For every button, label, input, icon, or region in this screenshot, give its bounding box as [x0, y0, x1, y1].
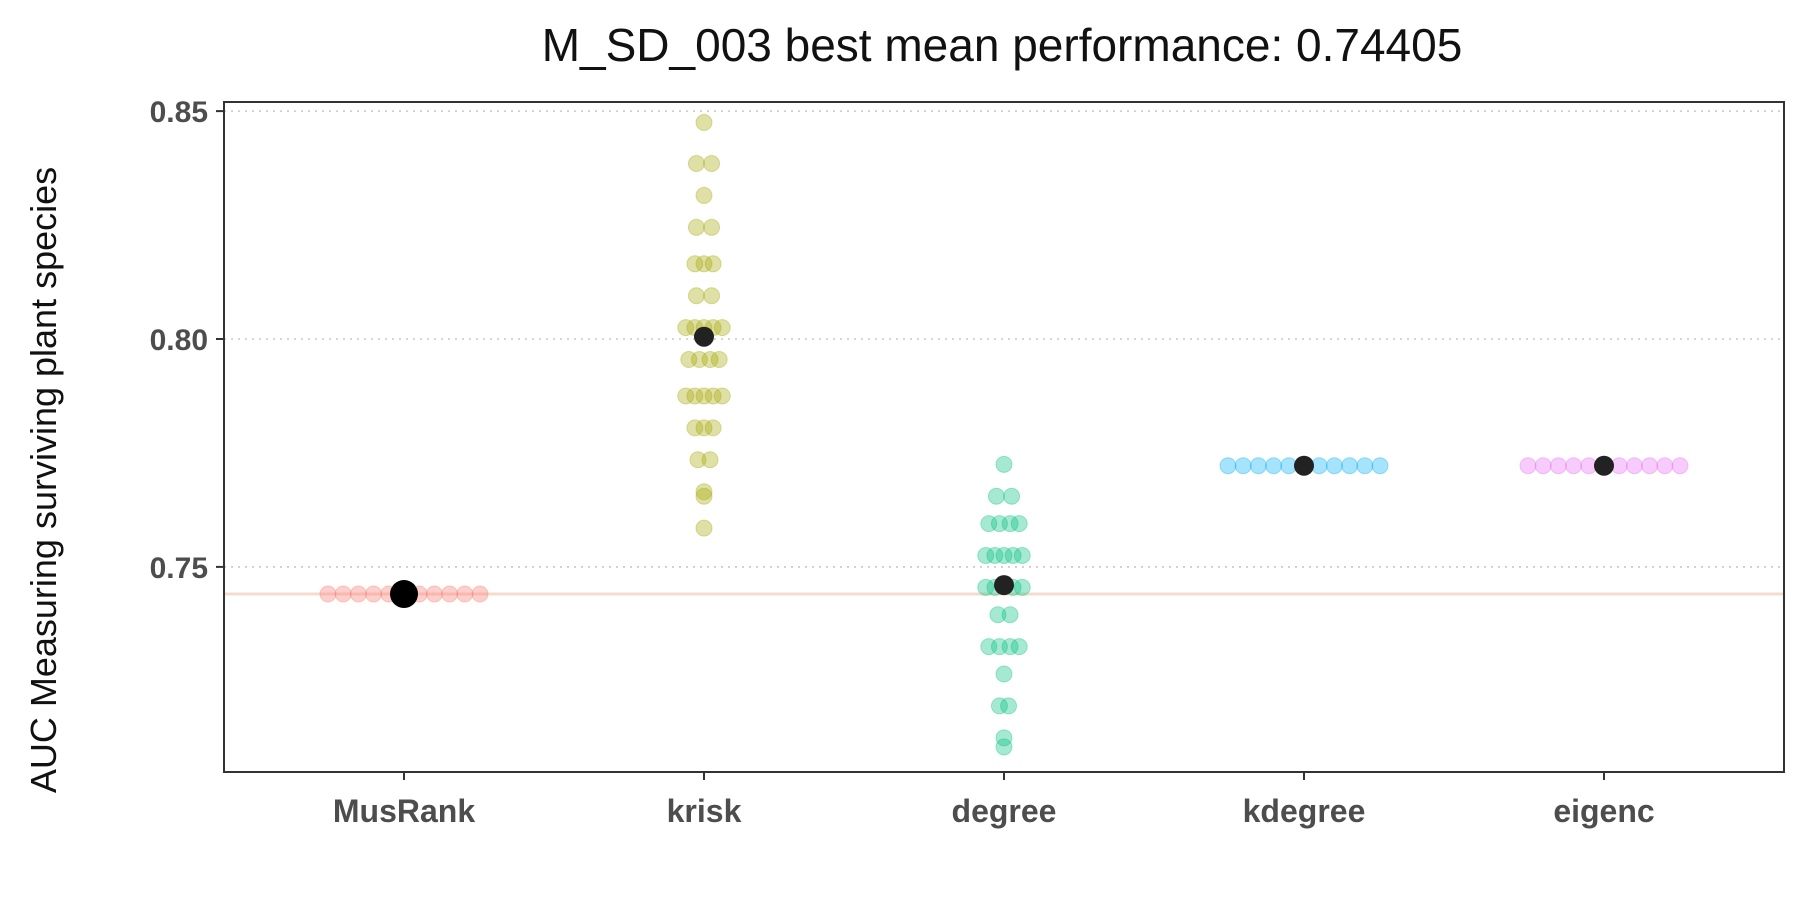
- data-point-krisk: [704, 387, 722, 405]
- data-point-eigenc: [1671, 457, 1689, 475]
- mean-marker-eigenc: [1594, 455, 1614, 476]
- data-point-eigenc: [1565, 457, 1583, 475]
- data-point-musrank: [365, 585, 383, 603]
- data-point-eigenc: [1549, 457, 1567, 475]
- data-point-musrank: [456, 585, 474, 603]
- x-tick-label: kdegree: [1243, 793, 1366, 829]
- y-tick-label: 0.85: [150, 96, 208, 129]
- data-point-degree: [980, 638, 998, 656]
- data-point-kdegree: [1356, 457, 1374, 475]
- data-point-degree: [990, 697, 1008, 715]
- x-tick-label: eigenc: [1553, 793, 1654, 829]
- data-point-eigenc: [1534, 457, 1552, 475]
- data-point-eigenc: [1641, 457, 1659, 475]
- data-point-krisk: [695, 519, 713, 537]
- data-point-degree: [1001, 606, 1019, 624]
- data-point-kdegree: [1371, 457, 1389, 475]
- x-tick-label: MusRank: [333, 793, 475, 829]
- data-point-kdegree: [1234, 457, 1252, 475]
- data-point-kdegree: [1325, 457, 1343, 475]
- data-point-krisk: [701, 451, 719, 469]
- data-point-krisk: [686, 255, 704, 273]
- mean-marker-musrank: [390, 580, 418, 609]
- data-point-krisk: [686, 387, 704, 405]
- chart-title: M_SD_003 best mean performance: 0.74405: [541, 19, 1463, 71]
- data-point-kdegree: [1219, 457, 1237, 475]
- data-point-musrank: [334, 585, 352, 603]
- y-tick-label: 0.75: [150, 552, 208, 585]
- data-point-degree: [986, 547, 1004, 565]
- data-point-degree: [980, 515, 998, 533]
- data-point-krisk: [687, 218, 705, 236]
- data-point-degree: [995, 547, 1013, 565]
- data-point-degree: [1004, 547, 1022, 565]
- data-point-krisk: [686, 419, 704, 437]
- data-point-eigenc: [1625, 457, 1643, 475]
- data-point-degree: [977, 547, 995, 565]
- data-point-krisk: [690, 351, 708, 369]
- data-point-eigenc: [1656, 457, 1674, 475]
- data-point-kdegree: [1341, 457, 1359, 475]
- data-point-musrank: [425, 585, 443, 603]
- data-point-degree: [1000, 697, 1018, 715]
- data-point-degree: [1013, 578, 1031, 596]
- x-tick-label: degree: [952, 793, 1057, 829]
- data-point-degree: [1001, 515, 1019, 533]
- data-point-degree: [1013, 547, 1031, 565]
- data-point-krisk: [704, 419, 722, 437]
- data-point-krisk: [677, 387, 695, 405]
- data-point-krisk: [695, 114, 713, 132]
- data-point-musrank: [349, 585, 367, 603]
- data-point-degree: [989, 606, 1007, 624]
- data-point-krisk: [713, 387, 731, 405]
- data-point-krisk: [689, 451, 707, 469]
- data-point-krisk: [703, 218, 721, 236]
- data-point-krisk: [695, 186, 713, 204]
- data-point-krisk: [695, 419, 713, 437]
- data-point-degree: [1001, 638, 1019, 656]
- data-point-krisk: [695, 487, 713, 505]
- data-point-krisk: [701, 351, 719, 369]
- data-point-krisk: [695, 483, 713, 501]
- data-point-krisk: [713, 319, 731, 337]
- data-point-krisk: [703, 287, 721, 305]
- data-point-krisk: [704, 255, 722, 273]
- data-point-kdegree: [1265, 457, 1283, 475]
- data-point-krisk: [680, 351, 698, 369]
- data-point-degree: [987, 487, 1005, 505]
- gridlines: [224, 110, 1784, 568]
- data-point-eigenc: [1519, 457, 1537, 475]
- data-point-degree: [1010, 638, 1028, 656]
- data-point-musrank: [441, 585, 459, 603]
- mean-markers: [390, 326, 1614, 609]
- data-point-krisk: [695, 387, 713, 405]
- data-point-krisk: [677, 319, 695, 337]
- data-point-degree: [995, 729, 1013, 747]
- mean-marker-degree: [994, 575, 1014, 596]
- x-tick-label: krisk: [667, 793, 742, 829]
- data-point-krisk: [687, 155, 705, 173]
- mean-marker-krisk: [694, 326, 714, 347]
- data-point-degree: [1010, 515, 1028, 533]
- data-point-degree: [995, 455, 1013, 473]
- mean-marker-kdegree: [1294, 455, 1314, 476]
- data-point-kdegree: [1249, 457, 1267, 475]
- data-points: [319, 114, 1689, 756]
- data-point-krisk: [710, 351, 728, 369]
- data-point-krisk: [687, 287, 705, 305]
- y-tick-label: 0.80: [150, 324, 208, 357]
- y-axis: 0.75 0.80 0.85: [150, 96, 224, 585]
- data-point-musrank: [319, 585, 337, 603]
- data-point-degree: [995, 665, 1013, 683]
- data-point-degree: [990, 515, 1008, 533]
- data-point-degree: [977, 578, 995, 596]
- x-axis: MusRank krisk degree kdegree eigenc: [333, 772, 1655, 829]
- data-point-krisk: [695, 255, 713, 273]
- data-point-degree: [990, 638, 1008, 656]
- data-point-degree: [1003, 487, 1021, 505]
- data-point-krisk: [703, 155, 721, 173]
- data-point-degree: [995, 738, 1013, 756]
- data-point-musrank: [471, 585, 489, 603]
